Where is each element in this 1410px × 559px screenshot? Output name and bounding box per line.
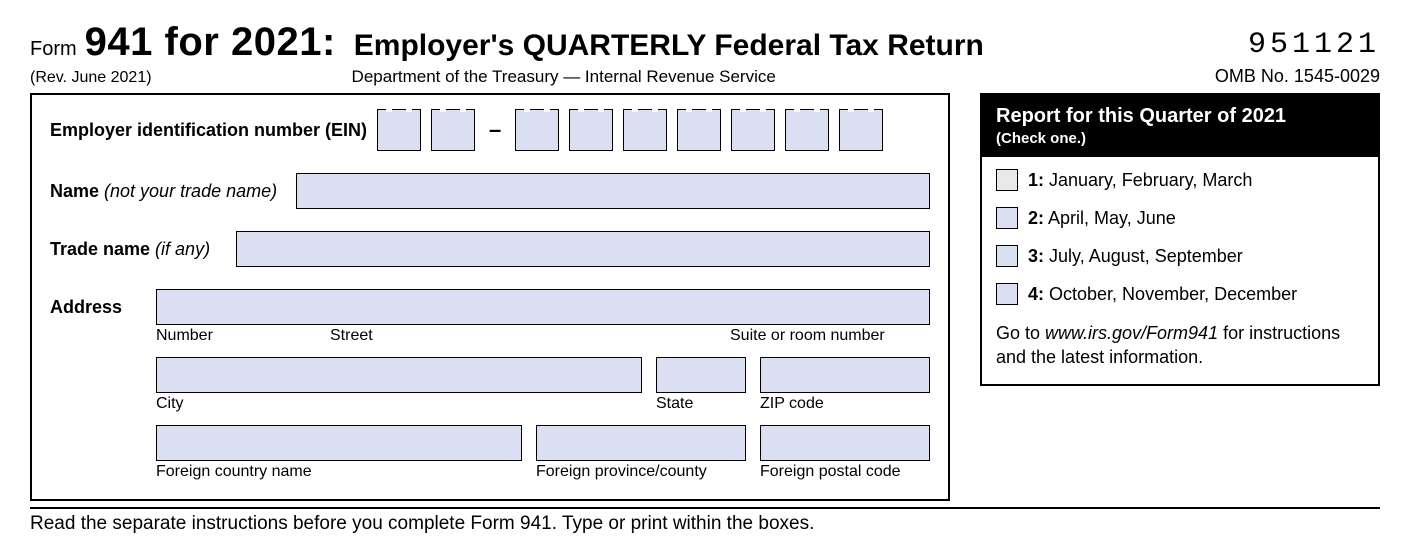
sub-foreign-country: Foreign country name: [156, 463, 522, 481]
quarter-checkbox-2[interactable]: [996, 207, 1018, 229]
trade-name-label: Trade name (if any): [50, 239, 236, 260]
form-subtitle: Employer's QUARTERLY Federal Tax Return: [354, 29, 984, 63]
sub-suite: Suite or room number: [730, 327, 930, 345]
quarter-check-one: (Check one.): [996, 130, 1364, 147]
quarter-option-1: 1: January, February, March: [996, 169, 1364, 191]
quarter-checkbox-1[interactable]: [996, 169, 1018, 191]
ein-digit-1[interactable]: [377, 109, 421, 151]
ein-digit-5[interactable]: [623, 109, 667, 151]
state-input[interactable]: [656, 357, 746, 393]
revision-line: (Rev. June 2021): [30, 69, 152, 87]
ein-digit-7[interactable]: [731, 109, 775, 151]
quarter-link-text: Go to www.irs.gov/Form941 for instructio…: [996, 321, 1364, 370]
sub-foreign-postal: Foreign postal code: [760, 463, 930, 481]
header-left-block: Form 941 for 2021: Employer's QUARTERLY …: [30, 20, 984, 87]
ein-digit-2[interactable]: [431, 109, 475, 151]
quarter-option-2: 2: April, May, June: [996, 207, 1364, 229]
ein-input-group: –: [377, 109, 883, 151]
ein-digit-4[interactable]: [569, 109, 613, 151]
ein-digit-3[interactable]: [515, 109, 559, 151]
foreign-country-input[interactable]: [156, 425, 522, 461]
ein-label: Employer identification number (EIN): [50, 120, 367, 141]
quarter-box: Report for this Quarter of 2021 (Check o…: [980, 93, 1380, 386]
form-number-year: 941 for 2021:: [85, 20, 336, 65]
form-header: Form 941 for 2021: Employer's QUARTERLY …: [30, 20, 1380, 87]
foreign-province-input[interactable]: [536, 425, 746, 461]
name-input[interactable]: [296, 173, 930, 209]
address-label: Address: [50, 289, 142, 318]
department-line: Department of the Treasury — Internal Re…: [352, 67, 776, 87]
form-word: Form: [30, 38, 77, 61]
zip-input[interactable]: [760, 357, 930, 393]
sub-street: Street: [330, 327, 716, 345]
quarter-header: Report for this Quarter of 2021 (Check o…: [982, 95, 1378, 157]
ein-digit-6[interactable]: [677, 109, 721, 151]
address-street-input[interactable]: [156, 289, 930, 325]
quarter-option-1-label: 1: January, February, March: [1028, 170, 1252, 191]
quarter-checkbox-3[interactable]: [996, 245, 1018, 267]
sub-foreign-province: Foreign province/county: [536, 463, 746, 481]
quarter-option-2-label: 2: April, May, June: [1028, 208, 1176, 229]
quarter-option-4-label: 4: October, November, December: [1028, 284, 1297, 305]
trade-name-input[interactable]: [236, 231, 930, 267]
ein-digit-9[interactable]: [839, 109, 883, 151]
identity-box: Employer identification number (EIN) – N…: [30, 93, 950, 501]
quarter-option-3-label: 3: July, August, September: [1028, 246, 1243, 267]
footer-instructions: Read the separate instructions before yo…: [30, 507, 1380, 535]
name-label: Name (not your trade name): [50, 181, 296, 202]
ein-digit-8[interactable]: [785, 109, 829, 151]
quarter-title: Report for this Quarter of 2021: [996, 105, 1364, 128]
ocr-code: 951121: [1215, 28, 1380, 62]
sub-zip: ZIP code: [760, 395, 930, 413]
foreign-postal-input[interactable]: [760, 425, 930, 461]
quarter-option-4: 4: October, November, December: [996, 283, 1364, 305]
header-right-block: 951121 OMB No. 1545-0029: [1215, 28, 1380, 87]
sub-number: Number: [156, 327, 316, 345]
sub-city: City: [156, 395, 642, 413]
ein-dash: –: [485, 117, 505, 143]
quarter-option-3: 3: July, August, September: [996, 245, 1364, 267]
quarter-url: www.irs.gov/Form941: [1045, 323, 1218, 343]
omb-number: OMB No. 1545-0029: [1215, 66, 1380, 87]
quarter-checkbox-4[interactable]: [996, 283, 1018, 305]
sub-state: State: [656, 395, 746, 413]
city-input[interactable]: [156, 357, 642, 393]
